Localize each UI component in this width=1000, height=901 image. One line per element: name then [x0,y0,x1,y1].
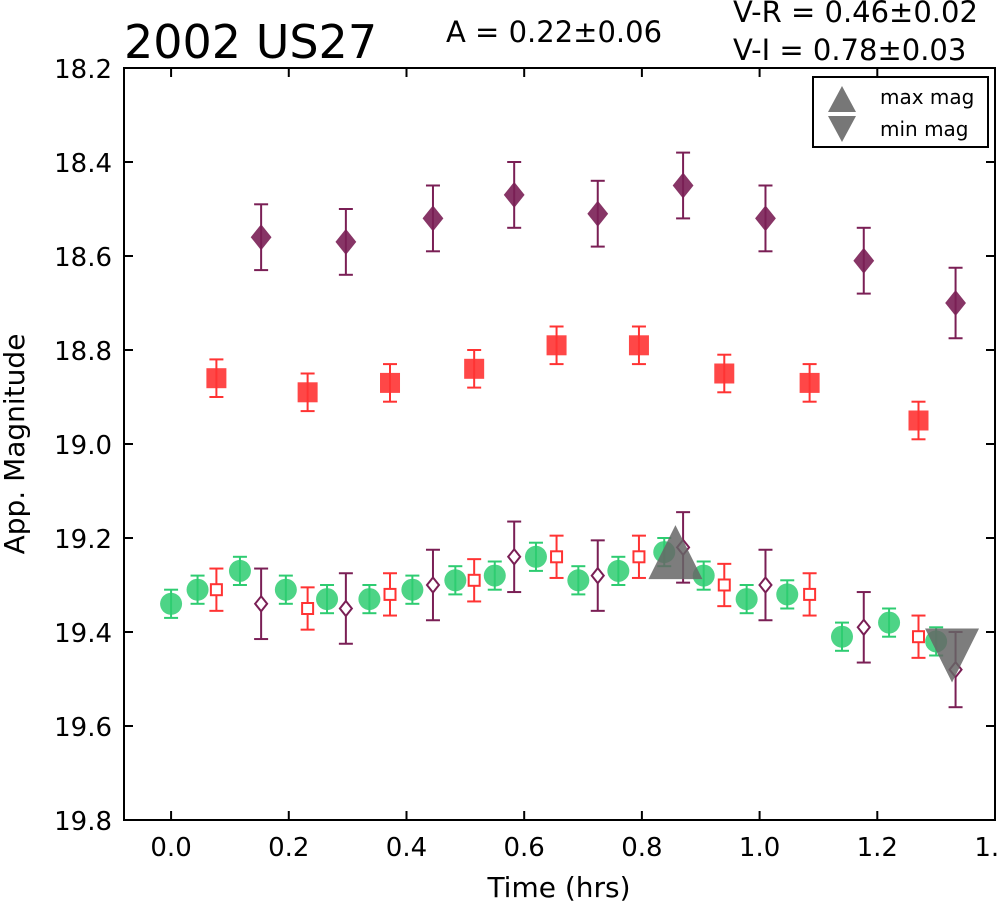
data-point-diamond [672,172,694,199]
data-point-diamond [422,205,444,232]
data-point-diamond [853,247,875,274]
data-point-square-open [467,573,481,587]
axis-ticks: 0.0 0.2 0.4 0.6 0.8 1.0 1.2 1.4 18.2 18.4 18.6 18.8… [54,55,1000,863]
legend: max mag min mag [812,76,989,148]
x-axis-label: Time (hrs) [486,871,630,901]
chart-title: 2002 US27 [124,15,377,69]
y-tick-label: 18.4 [54,149,112,179]
data-point-square [546,335,567,356]
y-tick-label: 19.0 [54,431,112,461]
data-point-square [297,382,318,403]
data-point-square-open [550,550,564,564]
x-tick-label: 1.0 [739,833,780,863]
data-point-square [628,335,649,356]
data-point-diamond-open [856,618,872,637]
max-mag-marker [648,525,703,580]
data-point-square [464,358,485,379]
x-tick-label: 0.6 [504,833,545,863]
x-tick-label: 0.2 [268,833,309,863]
y-axis-label: App. Magnitude [0,334,31,555]
min-mag-marker [925,628,980,683]
data-point-square [908,410,929,431]
y-tick-label: 18.6 [54,243,112,273]
data-point-square-open [383,587,397,601]
data-point-circle [228,559,251,582]
min-mag-legend-icon [828,116,856,142]
x-tick-label: 0.0 [150,833,191,863]
data-point-circle [274,578,297,601]
legend-label-max: max mag [880,85,974,109]
data-point-diamond-open [253,594,269,613]
data-point-circle [878,611,901,634]
data-point-square [714,363,735,384]
data-point-square-open [301,602,315,615]
data-point-circle [358,588,381,611]
max-mag-legend-icon [828,86,856,112]
data-point-circle [316,588,339,611]
data-point-square-open [803,587,817,601]
data-point-circle [567,569,590,592]
y-tick-label: 19.8 [54,807,112,837]
data-point-diamond-open [758,575,773,595]
data-point-circle [830,625,853,648]
y-tick-label: 19.4 [54,619,112,649]
data-point-circle [692,564,715,587]
y-tick-label: 18.2 [54,55,112,85]
data-point-square [206,368,227,389]
y-tick-label: 19.2 [54,525,112,555]
data-point-diamond [587,200,609,227]
x-tick-label: 1.2 [857,833,898,863]
data-point-circle [483,564,506,587]
data-point-diamond-open [425,575,441,595]
x-tick-label: 0.4 [386,833,427,863]
y-tick-label: 19.6 [54,713,112,743]
color-index-vr: V-R = 0.46±0.02 [733,0,978,29]
data-point-diamond [335,228,357,255]
data-point-circle [444,569,467,592]
data-point-square-open [632,550,646,564]
data-point-diamond-open [338,599,354,618]
data-point-circle [524,545,547,568]
data-point-square [799,372,820,393]
data-point-diamond [755,205,776,232]
x-tick-label: 1.4 [974,833,1000,863]
data-point-circle [160,592,183,615]
data-point-diamond [250,224,272,251]
amplitude-text: A = 0.22±0.06 [446,15,662,49]
data-point-circle [401,578,424,601]
data-point-diamond [503,181,525,208]
legend-label-min: min mag [880,117,969,141]
x-tick-label: 0.8 [621,833,662,863]
data-point-circle [186,578,209,601]
data-point-circle [776,583,799,606]
data-point-square-open [209,583,223,597]
data-point-diamond [945,290,966,316]
data-point-square [380,372,401,393]
data-point-square-open [911,630,925,644]
data-point-diamond-open [590,566,606,585]
plot-marks [160,151,980,709]
data-point-circle [735,588,758,611]
data-point-circle [607,559,630,582]
data-point-square-open [717,578,731,592]
y-tick-label: 18.8 [54,337,112,367]
color-index-vi: V-I = 0.78±0.03 [733,33,966,67]
data-point-diamond-open [506,547,522,566]
